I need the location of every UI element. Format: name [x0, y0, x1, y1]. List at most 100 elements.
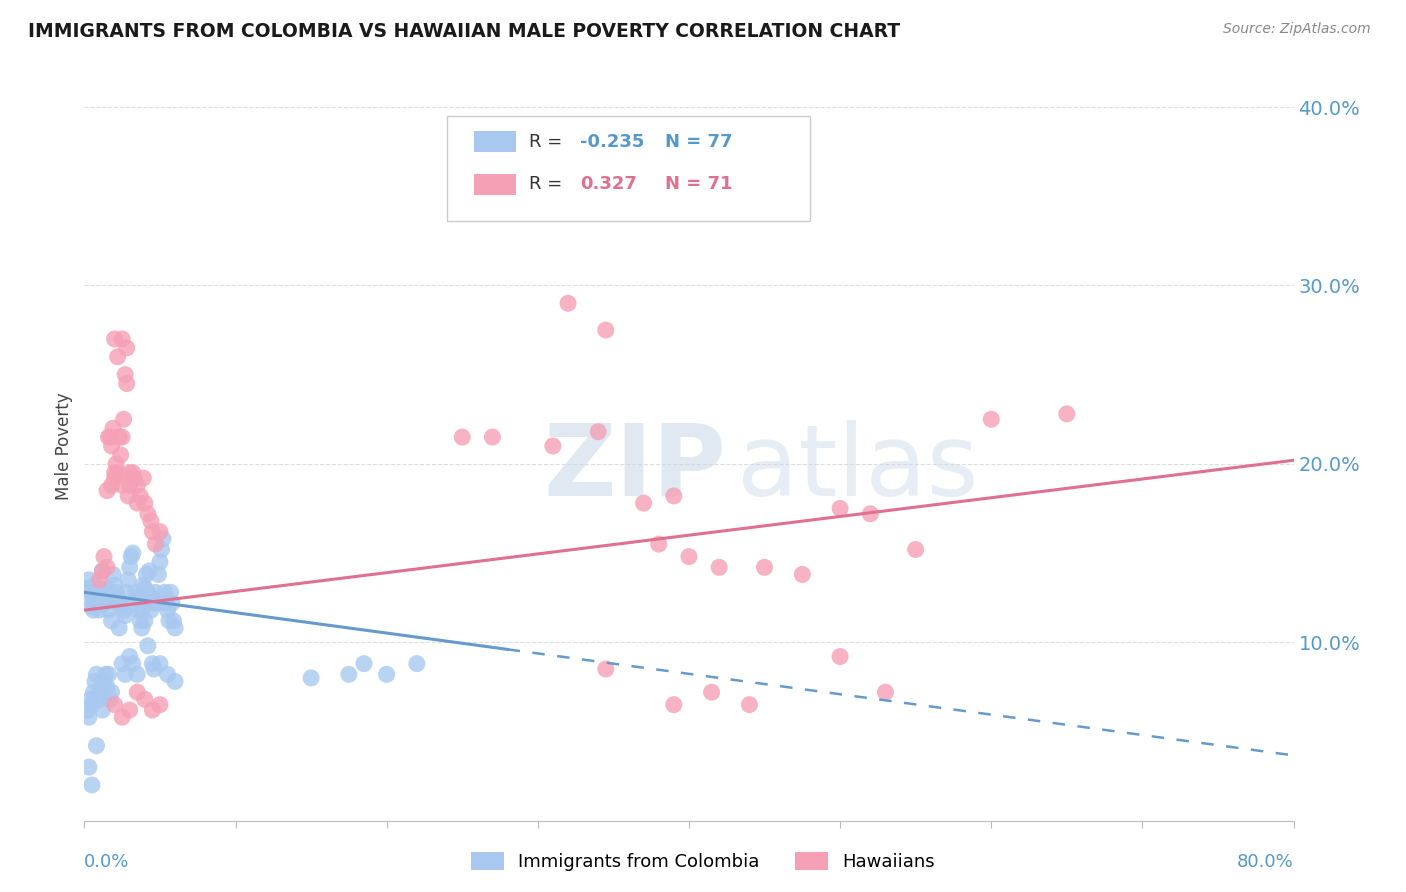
Point [110, 448, 132, 462]
Point [156, 667, 179, 681]
Point [541, 439, 564, 453]
Point [80, 698, 103, 712]
Point [904, 542, 927, 557]
Point [139, 514, 162, 528]
Text: N = 71: N = 71 [665, 175, 733, 193]
Text: ZIP: ZIP [544, 420, 727, 517]
Point [648, 537, 671, 551]
Point [86, 667, 108, 681]
Point [451, 430, 474, 444]
Point [111, 710, 134, 724]
Point [142, 662, 165, 676]
Point [557, 296, 579, 310]
Point [738, 698, 761, 712]
Point [90, 680, 112, 694]
Point [115, 376, 138, 391]
Point [859, 507, 882, 521]
Point [86, 739, 108, 753]
Point [595, 662, 617, 676]
Point [107, 591, 129, 605]
FancyBboxPatch shape [447, 116, 810, 221]
Point [588, 425, 610, 439]
Point [82, 603, 104, 617]
Point [84, 674, 107, 689]
Point [141, 703, 163, 717]
Point [134, 582, 156, 596]
Point [77, 710, 100, 724]
Point [128, 603, 150, 617]
Point [79, 585, 101, 599]
Point [76, 703, 98, 717]
Point [149, 698, 172, 712]
Point [93, 549, 115, 564]
Point [595, 323, 617, 337]
Point [118, 466, 141, 480]
Point [121, 546, 143, 560]
Point [150, 542, 173, 557]
Point [125, 585, 148, 599]
Point [527, 186, 550, 200]
Point [97, 667, 120, 681]
Point [107, 350, 129, 364]
Point [149, 524, 172, 539]
Text: R =: R = [529, 175, 574, 193]
Point [101, 421, 124, 435]
Point [127, 591, 149, 605]
Point [87, 689, 110, 703]
Point [104, 578, 127, 592]
Point [830, 649, 852, 664]
Point [91, 703, 114, 717]
Point [114, 667, 136, 681]
Point [112, 603, 135, 617]
Point [156, 603, 179, 617]
Point [115, 585, 138, 599]
Point [111, 478, 134, 492]
Point [678, 549, 700, 564]
Point [80, 778, 103, 792]
Point [153, 585, 176, 599]
Point [96, 560, 118, 574]
Point [100, 685, 122, 699]
Point [108, 430, 131, 444]
Point [100, 478, 122, 492]
Point [122, 471, 145, 485]
Point [148, 567, 170, 582]
Point [145, 585, 167, 599]
Point [118, 649, 141, 664]
Point [105, 457, 128, 471]
Point [131, 603, 153, 617]
Point [114, 608, 136, 623]
Point [141, 591, 163, 605]
Point [145, 537, 167, 551]
Point [134, 692, 156, 706]
Point [481, 430, 503, 444]
Point [111, 430, 134, 444]
Point [299, 671, 322, 685]
Text: 0.327: 0.327 [581, 175, 637, 193]
Point [114, 368, 136, 382]
Point [146, 596, 169, 610]
Point [980, 412, 1002, 426]
Point [121, 657, 143, 671]
Point [165, 674, 187, 689]
Point [97, 430, 120, 444]
Point [709, 560, 731, 574]
Point [337, 667, 360, 681]
Point [122, 596, 145, 610]
Point [75, 582, 97, 596]
Point [160, 596, 183, 610]
Point [96, 680, 118, 694]
Point [353, 657, 375, 671]
Point [104, 698, 127, 712]
Point [138, 564, 160, 578]
Point [111, 332, 134, 346]
Point [112, 412, 135, 426]
Point [76, 591, 98, 605]
Point [118, 478, 141, 492]
Point [136, 585, 159, 599]
Point [93, 674, 115, 689]
Point [82, 685, 104, 699]
Point [127, 496, 149, 510]
Point [118, 560, 141, 574]
Point [135, 567, 157, 582]
